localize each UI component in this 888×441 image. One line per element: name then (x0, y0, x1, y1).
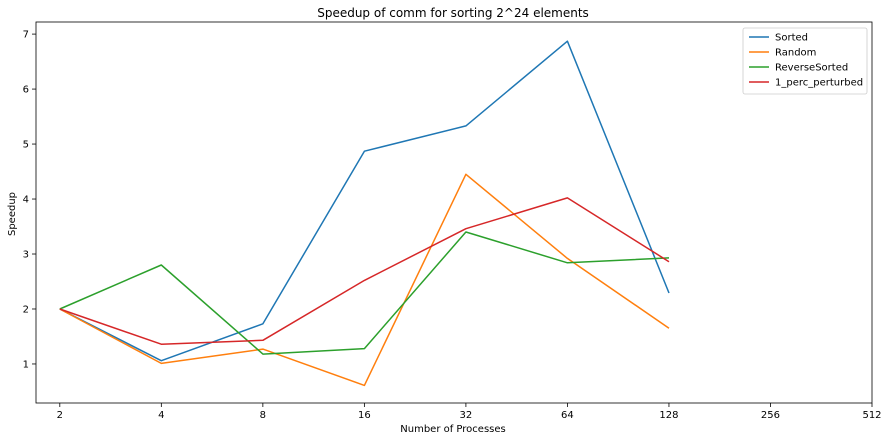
x-axis-label: Number of Processes (400, 424, 505, 435)
legend: Sorted Random ReverseSorted 1_perc_perturbe… (742, 27, 868, 95)
legend-entry: Sorted (775, 33, 808, 44)
x-tick-label: 512 (862, 410, 881, 421)
plot-area (35, 21, 873, 404)
x-tick-label: 16 (358, 410, 371, 421)
x-tick-label: 4 (158, 410, 164, 421)
x-tick-label: 64 (561, 410, 574, 421)
x-tick-label: 128 (659, 410, 678, 421)
y-tick-label: 1 (23, 359, 29, 370)
legend-entry: ReverseSorted (775, 63, 848, 74)
x-tick-label: 256 (761, 410, 780, 421)
y-axis: 1 2 3 4 5 6 7 (23, 30, 36, 370)
legend-entry: Random (775, 48, 816, 59)
x-axis: 2 4 8 16 32 64 128 256 512 (57, 403, 882, 421)
y-tick-label: 5 (23, 140, 29, 151)
x-tick-label: 2 (57, 410, 63, 421)
legend-box (742, 27, 868, 95)
y-tick-label: 2 (23, 304, 29, 315)
y-axis-label: Speedup (7, 192, 18, 236)
series-line-1 (59, 173, 670, 387)
legend-entry: 1_perc_perturbed (775, 78, 863, 89)
y-tick-label: 4 (23, 195, 29, 206)
series-line-3 (59, 197, 670, 345)
chart-title: Speedup of comm for sorting 2^24 element… (317, 6, 589, 20)
series-line-0 (59, 40, 670, 362)
y-tick-label: 3 (23, 250, 29, 261)
series-line-2 (59, 231, 670, 355)
y-tick-label: 6 (23, 85, 29, 96)
x-tick-label: 8 (260, 410, 266, 421)
y-tick-label: 7 (23, 30, 29, 41)
plot-frame (35, 21, 873, 404)
x-tick-label: 32 (460, 410, 473, 421)
